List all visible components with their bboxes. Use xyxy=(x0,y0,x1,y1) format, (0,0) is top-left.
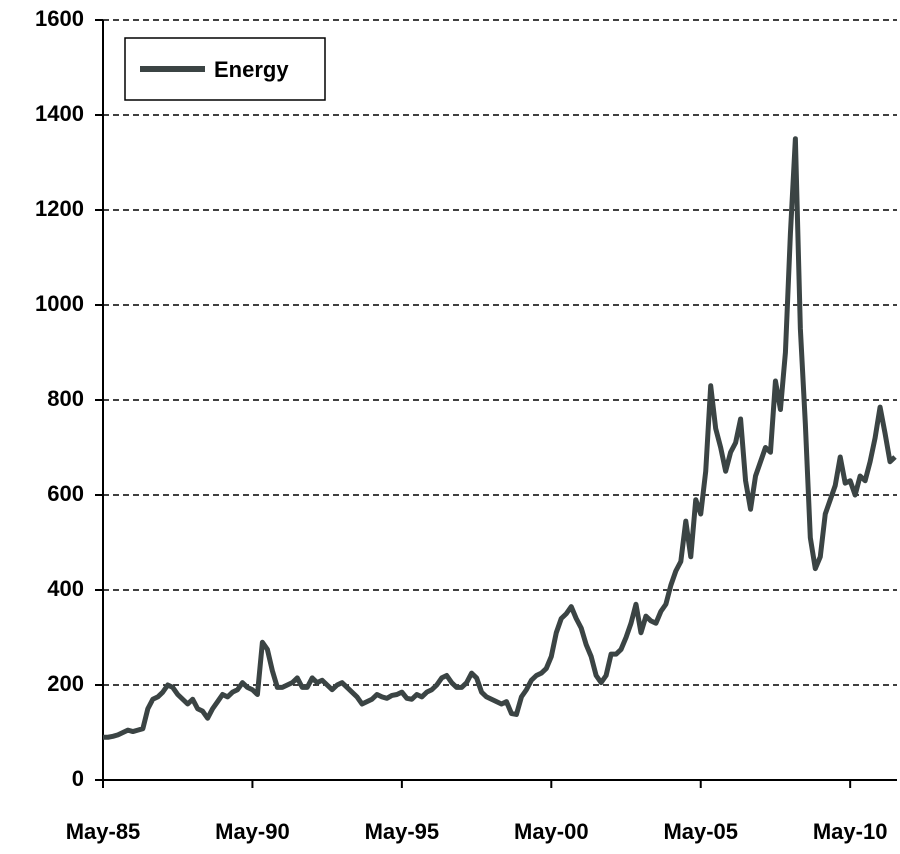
legend-label: Energy xyxy=(214,57,289,82)
line-series xyxy=(103,136,897,740)
y-tick-label: 400 xyxy=(47,576,84,601)
y-tick-label: 1200 xyxy=(35,196,84,221)
x-tick-label: May-00 xyxy=(514,819,589,844)
y-tick-label: 1000 xyxy=(35,291,84,316)
x-tick-label: May-90 xyxy=(215,819,290,844)
x-tick-label: May-05 xyxy=(663,819,738,844)
x-tick-label: May-10 xyxy=(813,819,888,844)
y-tick-label: 200 xyxy=(47,671,84,696)
y-tick-label: 0 xyxy=(72,766,84,791)
y-tick-label: 1600 xyxy=(35,6,84,31)
x-tick-label: May-85 xyxy=(66,819,141,844)
y-tick-label: 600 xyxy=(47,481,84,506)
x-tick-label: May-95 xyxy=(365,819,440,844)
y-tick-label: 1400 xyxy=(35,101,84,126)
y-tick-label: 800 xyxy=(47,386,84,411)
